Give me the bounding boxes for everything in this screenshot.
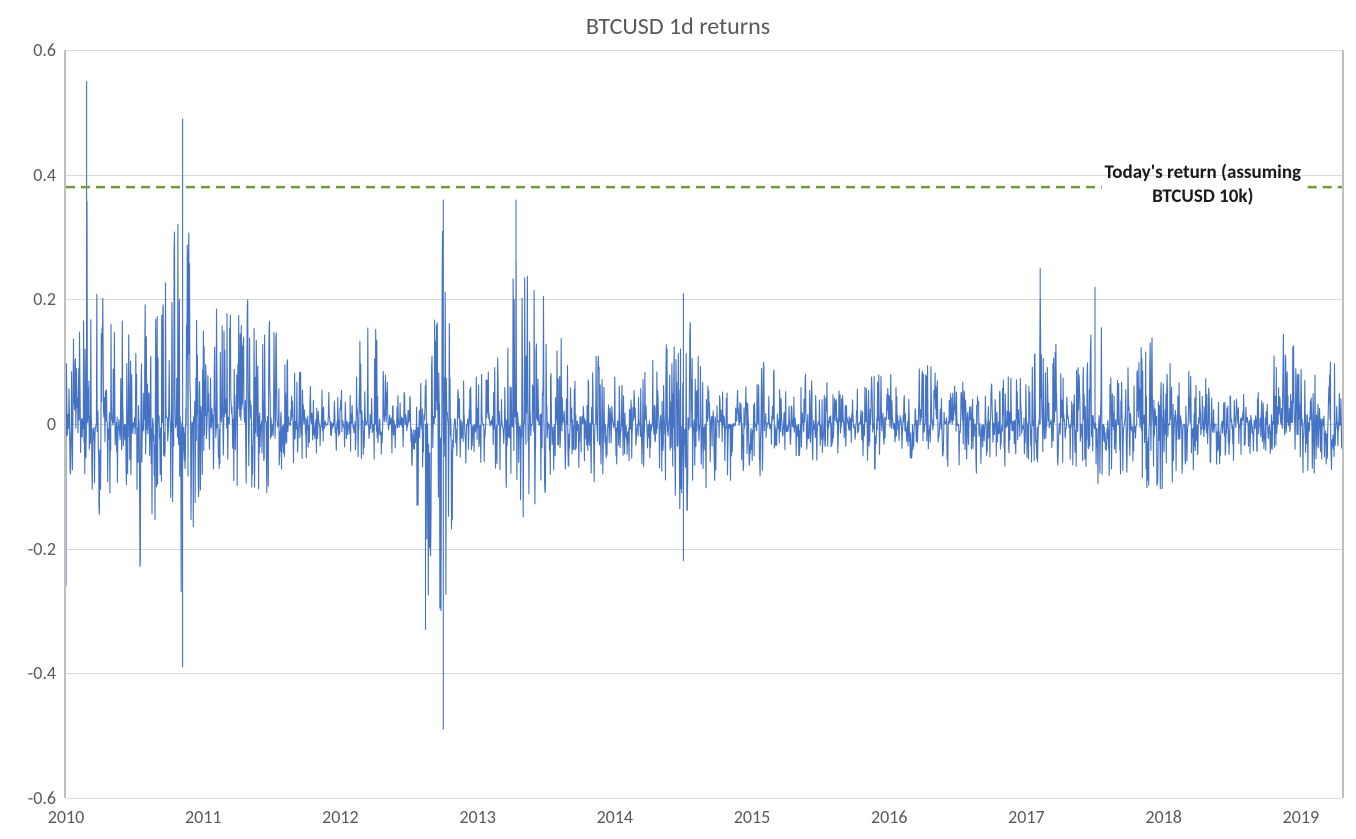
y-tick-label: -0.4 — [28, 662, 56, 684]
x-tick-label: 2012 — [322, 806, 359, 828]
y-tick-label: 0.2 — [33, 288, 56, 310]
y-tick-label: -0.2 — [28, 538, 56, 560]
x-tick-label: 2016 — [871, 806, 908, 828]
gridline — [66, 798, 1342, 799]
y-tick-label: 0.4 — [33, 164, 56, 186]
y-tick-label: 0.6 — [33, 39, 56, 61]
y-tick-label: 0 — [47, 413, 56, 435]
returns-line — [66, 202, 1342, 611]
x-tick-label: 2015 — [734, 806, 771, 828]
x-tick-label: 2019 — [1283, 806, 1320, 828]
x-tick-label: 2017 — [1008, 806, 1045, 828]
x-tick-label: 2011 — [185, 806, 222, 828]
annotation-label: Today's return (assuming BTCUSD 10k) — [1073, 161, 1333, 209]
x-tick-label: 2010 — [48, 806, 85, 828]
x-tick-label: 2014 — [597, 806, 634, 828]
x-tick-label: 2013 — [459, 806, 496, 828]
chart-container: BTCUSD 1d returns -0.6-0.4-0.200.20.40.6… — [0, 0, 1356, 839]
chart-title: BTCUSD 1d returns — [0, 12, 1356, 41]
x-tick-label: 2018 — [1145, 806, 1182, 828]
